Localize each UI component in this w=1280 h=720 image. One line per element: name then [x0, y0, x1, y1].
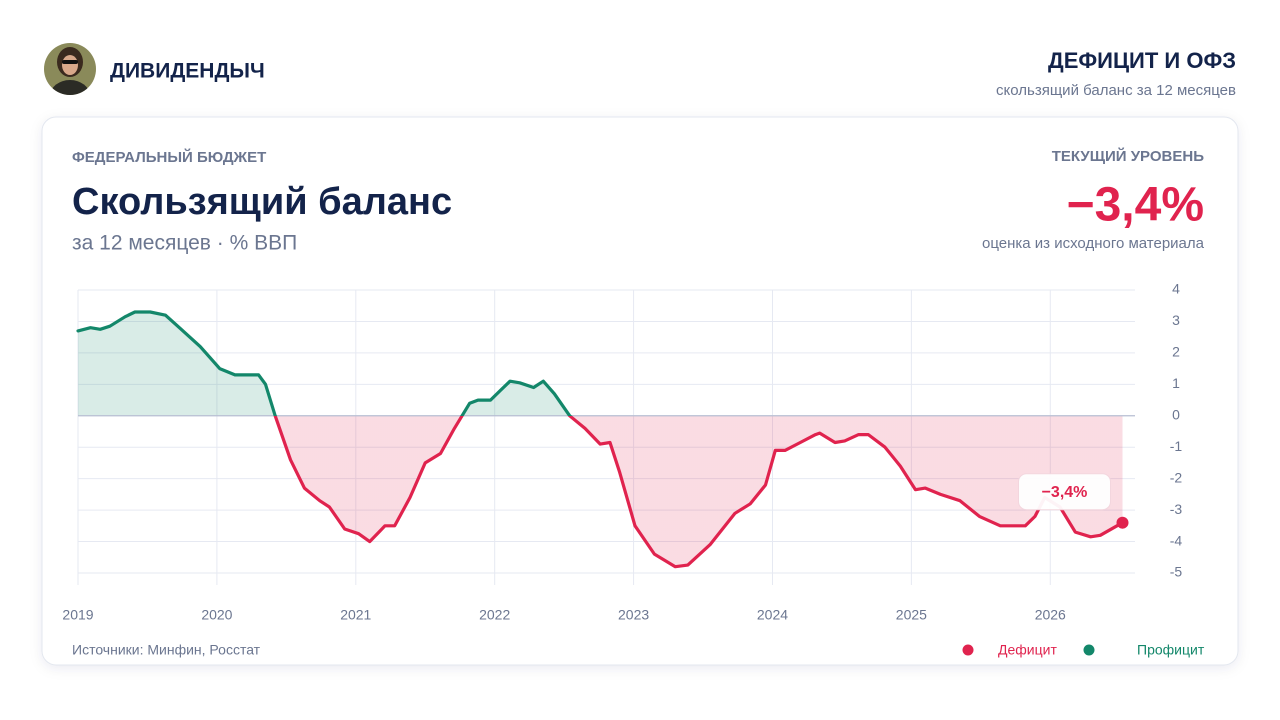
- card-title: Скользящий баланс: [72, 181, 452, 223]
- annotation-box: [1017, 473, 1111, 511]
- x-tick-label: 2019: [62, 607, 93, 623]
- area: [78, 312, 1123, 567]
- x-tick-label: 2026: [1035, 607, 1066, 623]
- y-tick-label: 1: [1172, 375, 1180, 391]
- y-tick-label: -4: [1170, 532, 1183, 548]
- annotation: −3,4%: [1042, 484, 1088, 501]
- source: Источники: Минфин, Росстат: [72, 642, 261, 658]
- current-value: −3,4%: [1067, 179, 1204, 232]
- x-tick-label: 2024: [757, 607, 788, 623]
- legend-label: Профицит: [1137, 642, 1205, 658]
- current-label: ТЕКУЩИЙ УРОВЕНЬ: [1052, 147, 1205, 165]
- plot: 4 3 2 1 0 -1 -2 -3 -4 -5 2019 2020 2021 2022 2023 2024 2…: [62, 281, 1204, 658]
- card-subtitle: за 12 месяцев · % ВВП: [72, 232, 297, 255]
- y-tick-label: 2: [1172, 344, 1180, 360]
- y-tick-label: -5: [1170, 564, 1183, 580]
- header-title: ДЕФИЦИТ И ОФЗ: [1048, 48, 1236, 73]
- header-subtitle: скользящий баланс за 12 месяцев: [996, 82, 1236, 99]
- y-tick-label: 0: [1172, 406, 1180, 422]
- legend-swatch: [962, 644, 974, 656]
- card: [41, 116, 1239, 666]
- y-tick-label: 3: [1172, 312, 1180, 328]
- y-tick-label: 4: [1172, 281, 1180, 297]
- y-tick-label: -2: [1170, 469, 1183, 485]
- current-note: оценка из исходного материала: [982, 235, 1205, 252]
- y-tick-label: -1: [1170, 438, 1183, 454]
- x-tick-label: 2025: [896, 607, 927, 623]
- y-tick-label: -3: [1170, 501, 1183, 517]
- legend-label: Дефицит: [998, 642, 1057, 658]
- x-tick-label: 2022: [479, 607, 510, 623]
- avatar: [44, 43, 96, 95]
- x-tick-label: 2021: [340, 607, 371, 623]
- author: ДИВИДЕНДЫЧ: [110, 60, 265, 83]
- x-tick-label: 2020: [201, 607, 232, 623]
- legend-swatch: [1083, 644, 1095, 656]
- card-kicker: ФЕДЕРАЛЬНЫЙ БЮДЖЕТ: [72, 148, 266, 166]
- x-tick-label: 2023: [618, 607, 649, 623]
- end-point: [1116, 516, 1129, 529]
- line: [76, 310, 1125, 569]
